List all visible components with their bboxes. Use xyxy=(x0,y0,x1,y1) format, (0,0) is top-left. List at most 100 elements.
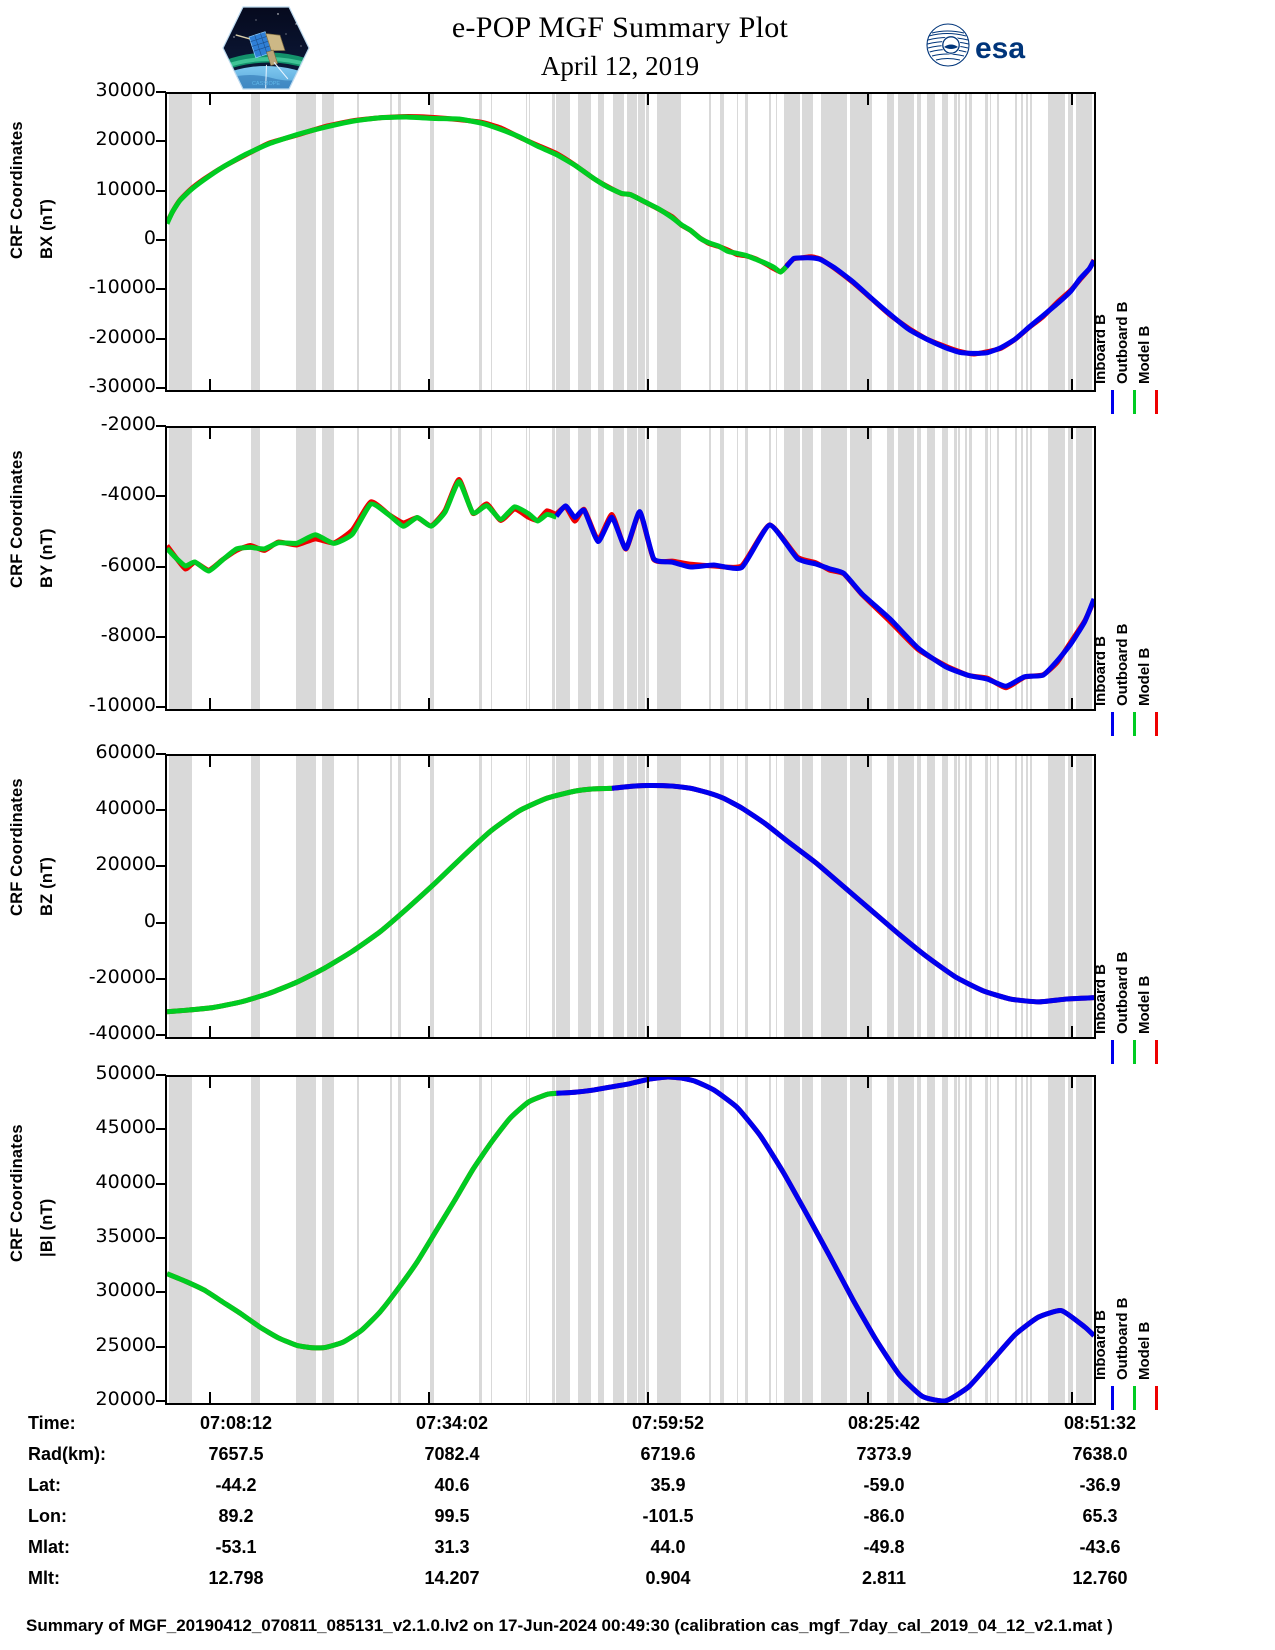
x-axis-tick-mark xyxy=(866,1077,869,1088)
shading-band xyxy=(178,94,188,390)
shading-band xyxy=(656,756,661,1037)
shading-band xyxy=(889,428,893,709)
shading-band xyxy=(168,428,179,709)
model-b-trace xyxy=(556,1077,1094,1401)
shading-band xyxy=(560,94,568,390)
shading-band xyxy=(916,1077,918,1403)
shading-band xyxy=(309,94,317,390)
shading-band xyxy=(577,94,580,390)
panel-bz-plot-area[interactable] xyxy=(165,754,1096,1039)
shading-band xyxy=(1053,94,1061,390)
shading-band xyxy=(252,94,260,390)
shading-band xyxy=(916,756,918,1037)
x-axis-tick-mark xyxy=(1070,756,1073,767)
shading-band xyxy=(954,428,957,709)
y-axis-tick-mark xyxy=(156,977,166,980)
shading-band xyxy=(1029,1077,1033,1403)
shading-band xyxy=(903,94,906,390)
x-axis-tick-mark xyxy=(208,698,211,709)
y-axis-tick-label: -40000 xyxy=(88,1022,156,1044)
legend-label-inboard: Inboard B xyxy=(1092,636,1109,706)
shading-band xyxy=(989,94,992,390)
y-axis-tick-mark xyxy=(156,189,166,192)
legend-key-model xyxy=(1155,1386,1158,1410)
shading-band xyxy=(430,94,433,390)
x-axis-tick-mark xyxy=(428,1077,431,1088)
x-axis-tick-mark xyxy=(866,94,869,105)
shading-band xyxy=(490,428,492,709)
shading-band xyxy=(577,428,580,709)
panel-bx-plot-area[interactable] xyxy=(165,92,1096,392)
x-axis-tick-mark xyxy=(1070,698,1073,709)
shading-band xyxy=(1047,428,1055,709)
legend-label-inboard: Inboard B xyxy=(1092,1310,1109,1380)
shading-band xyxy=(398,1077,401,1403)
shading-band xyxy=(1075,1077,1085,1403)
shading-band xyxy=(821,94,827,390)
y-axis-tick-label: -8000 xyxy=(100,623,156,646)
table-cell: 7638.0 xyxy=(1072,1444,1128,1464)
shading-band xyxy=(178,1077,188,1403)
shading-band xyxy=(168,94,179,390)
shading-band xyxy=(969,428,973,709)
shading-band xyxy=(864,756,872,1037)
y-axis-tick-label: -4000 xyxy=(100,483,156,506)
x-axis-tick-mark xyxy=(208,756,211,767)
shading-band xyxy=(827,756,832,1037)
page-header: CASSIOPE e-POP MGF Summary Plot April 12… xyxy=(0,0,1275,92)
ephemeris-table: Time: 07:08:12 07:34:02 07:59:52 08:25:42 08:… xyxy=(0,1408,1275,1594)
inboard-b-trace xyxy=(612,786,1094,1002)
x-axis-tick-mark xyxy=(647,756,650,767)
shading-band xyxy=(321,428,333,709)
shading-band xyxy=(899,428,902,709)
shading-band xyxy=(185,756,189,1037)
shading-band xyxy=(631,94,638,390)
shading-band xyxy=(678,428,681,709)
legend-key-outboard xyxy=(1133,1040,1136,1064)
shading-band xyxy=(490,94,492,390)
shading-band xyxy=(957,428,960,709)
shading-band xyxy=(1029,428,1033,709)
shading-band xyxy=(295,428,308,709)
shading-band xyxy=(620,428,624,709)
panel-babs-shading-bands xyxy=(167,1077,1094,1403)
table-row: Rad(km): 7657.5 7082.4 6719.6 7373.9 7638.0 xyxy=(28,1439,1208,1470)
shading-band xyxy=(904,756,909,1037)
y-axis-tick-label: -20000 xyxy=(88,325,156,348)
shading-band xyxy=(775,428,778,709)
shading-band xyxy=(663,428,671,709)
shading-band xyxy=(656,1077,661,1403)
page-title: e-POP MGF Summary Plot April 12, 2019 xyxy=(320,8,920,84)
shading-band xyxy=(906,756,914,1037)
shading-band xyxy=(969,94,973,390)
panel-by-plot-area[interactable] xyxy=(165,426,1096,711)
table-cell: -59.0 xyxy=(863,1475,905,1495)
shading-band xyxy=(807,1077,809,1403)
table-cell: 7657.5 xyxy=(208,1444,264,1464)
shading-band xyxy=(1075,756,1085,1037)
shading-band xyxy=(631,428,638,709)
shading-band xyxy=(793,756,800,1037)
shading-band xyxy=(736,94,738,390)
shading-band xyxy=(1053,1077,1061,1403)
shading-band xyxy=(827,1077,832,1403)
shading-band xyxy=(807,756,809,1037)
panel-babs-plot-area[interactable] xyxy=(165,1075,1096,1405)
legend-key-inboard xyxy=(1111,1040,1114,1064)
legend-label-outboard: Outboard B xyxy=(1114,301,1131,385)
title-main: e-POP MGF Summary Plot xyxy=(451,11,789,44)
shading-band xyxy=(295,1077,308,1403)
table-row: Mlt: 12.798 14.207 0.904 2.811 12.760 xyxy=(28,1563,1208,1594)
table-cell: 07:08:12 xyxy=(199,1413,273,1433)
x-axis-tick-mark xyxy=(647,379,650,390)
shading-band xyxy=(390,1077,392,1403)
shading-band xyxy=(783,756,791,1037)
shading-band xyxy=(889,1077,893,1403)
shading-band xyxy=(985,1077,988,1403)
x-axis-tick-mark xyxy=(866,379,869,390)
x-axis-tick-mark xyxy=(1070,1026,1073,1037)
shading-band xyxy=(678,756,681,1037)
shading-band xyxy=(775,94,778,390)
legend-label-model: Model B xyxy=(1136,325,1153,384)
table-cell: 08:51:32 xyxy=(1063,1413,1137,1433)
